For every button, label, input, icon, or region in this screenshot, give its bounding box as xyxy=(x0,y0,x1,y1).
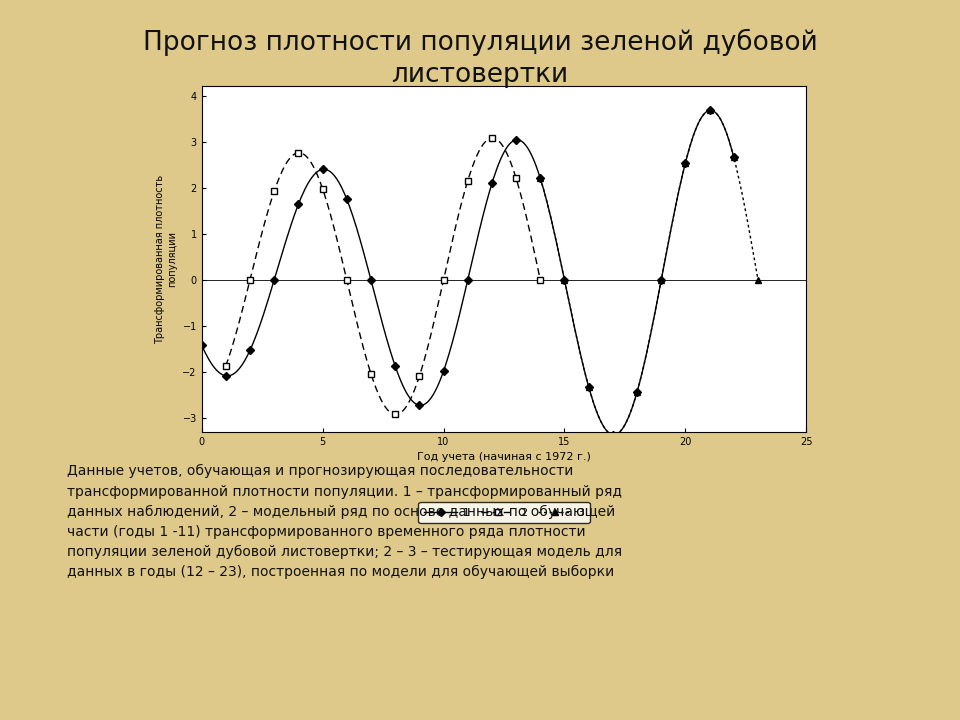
X-axis label: Год учета (начиная с 1972 г.): Год учета (начиная с 1972 г.) xyxy=(417,452,591,462)
Text: Данные учетов, обучающая и прогнозирующая последовательности
трансформированной : Данные учетов, обучающая и прогнозирующа… xyxy=(67,464,622,579)
Legend: 1, 2, 3: 1, 2, 3 xyxy=(419,502,589,523)
Y-axis label: Трансформированная плотность
популяции: Трансформированная плотность популяции xyxy=(156,175,177,343)
Text: Прогноз плотности популяции зеленой дубовой
листовертки: Прогноз плотности популяции зеленой дубо… xyxy=(143,29,817,88)
